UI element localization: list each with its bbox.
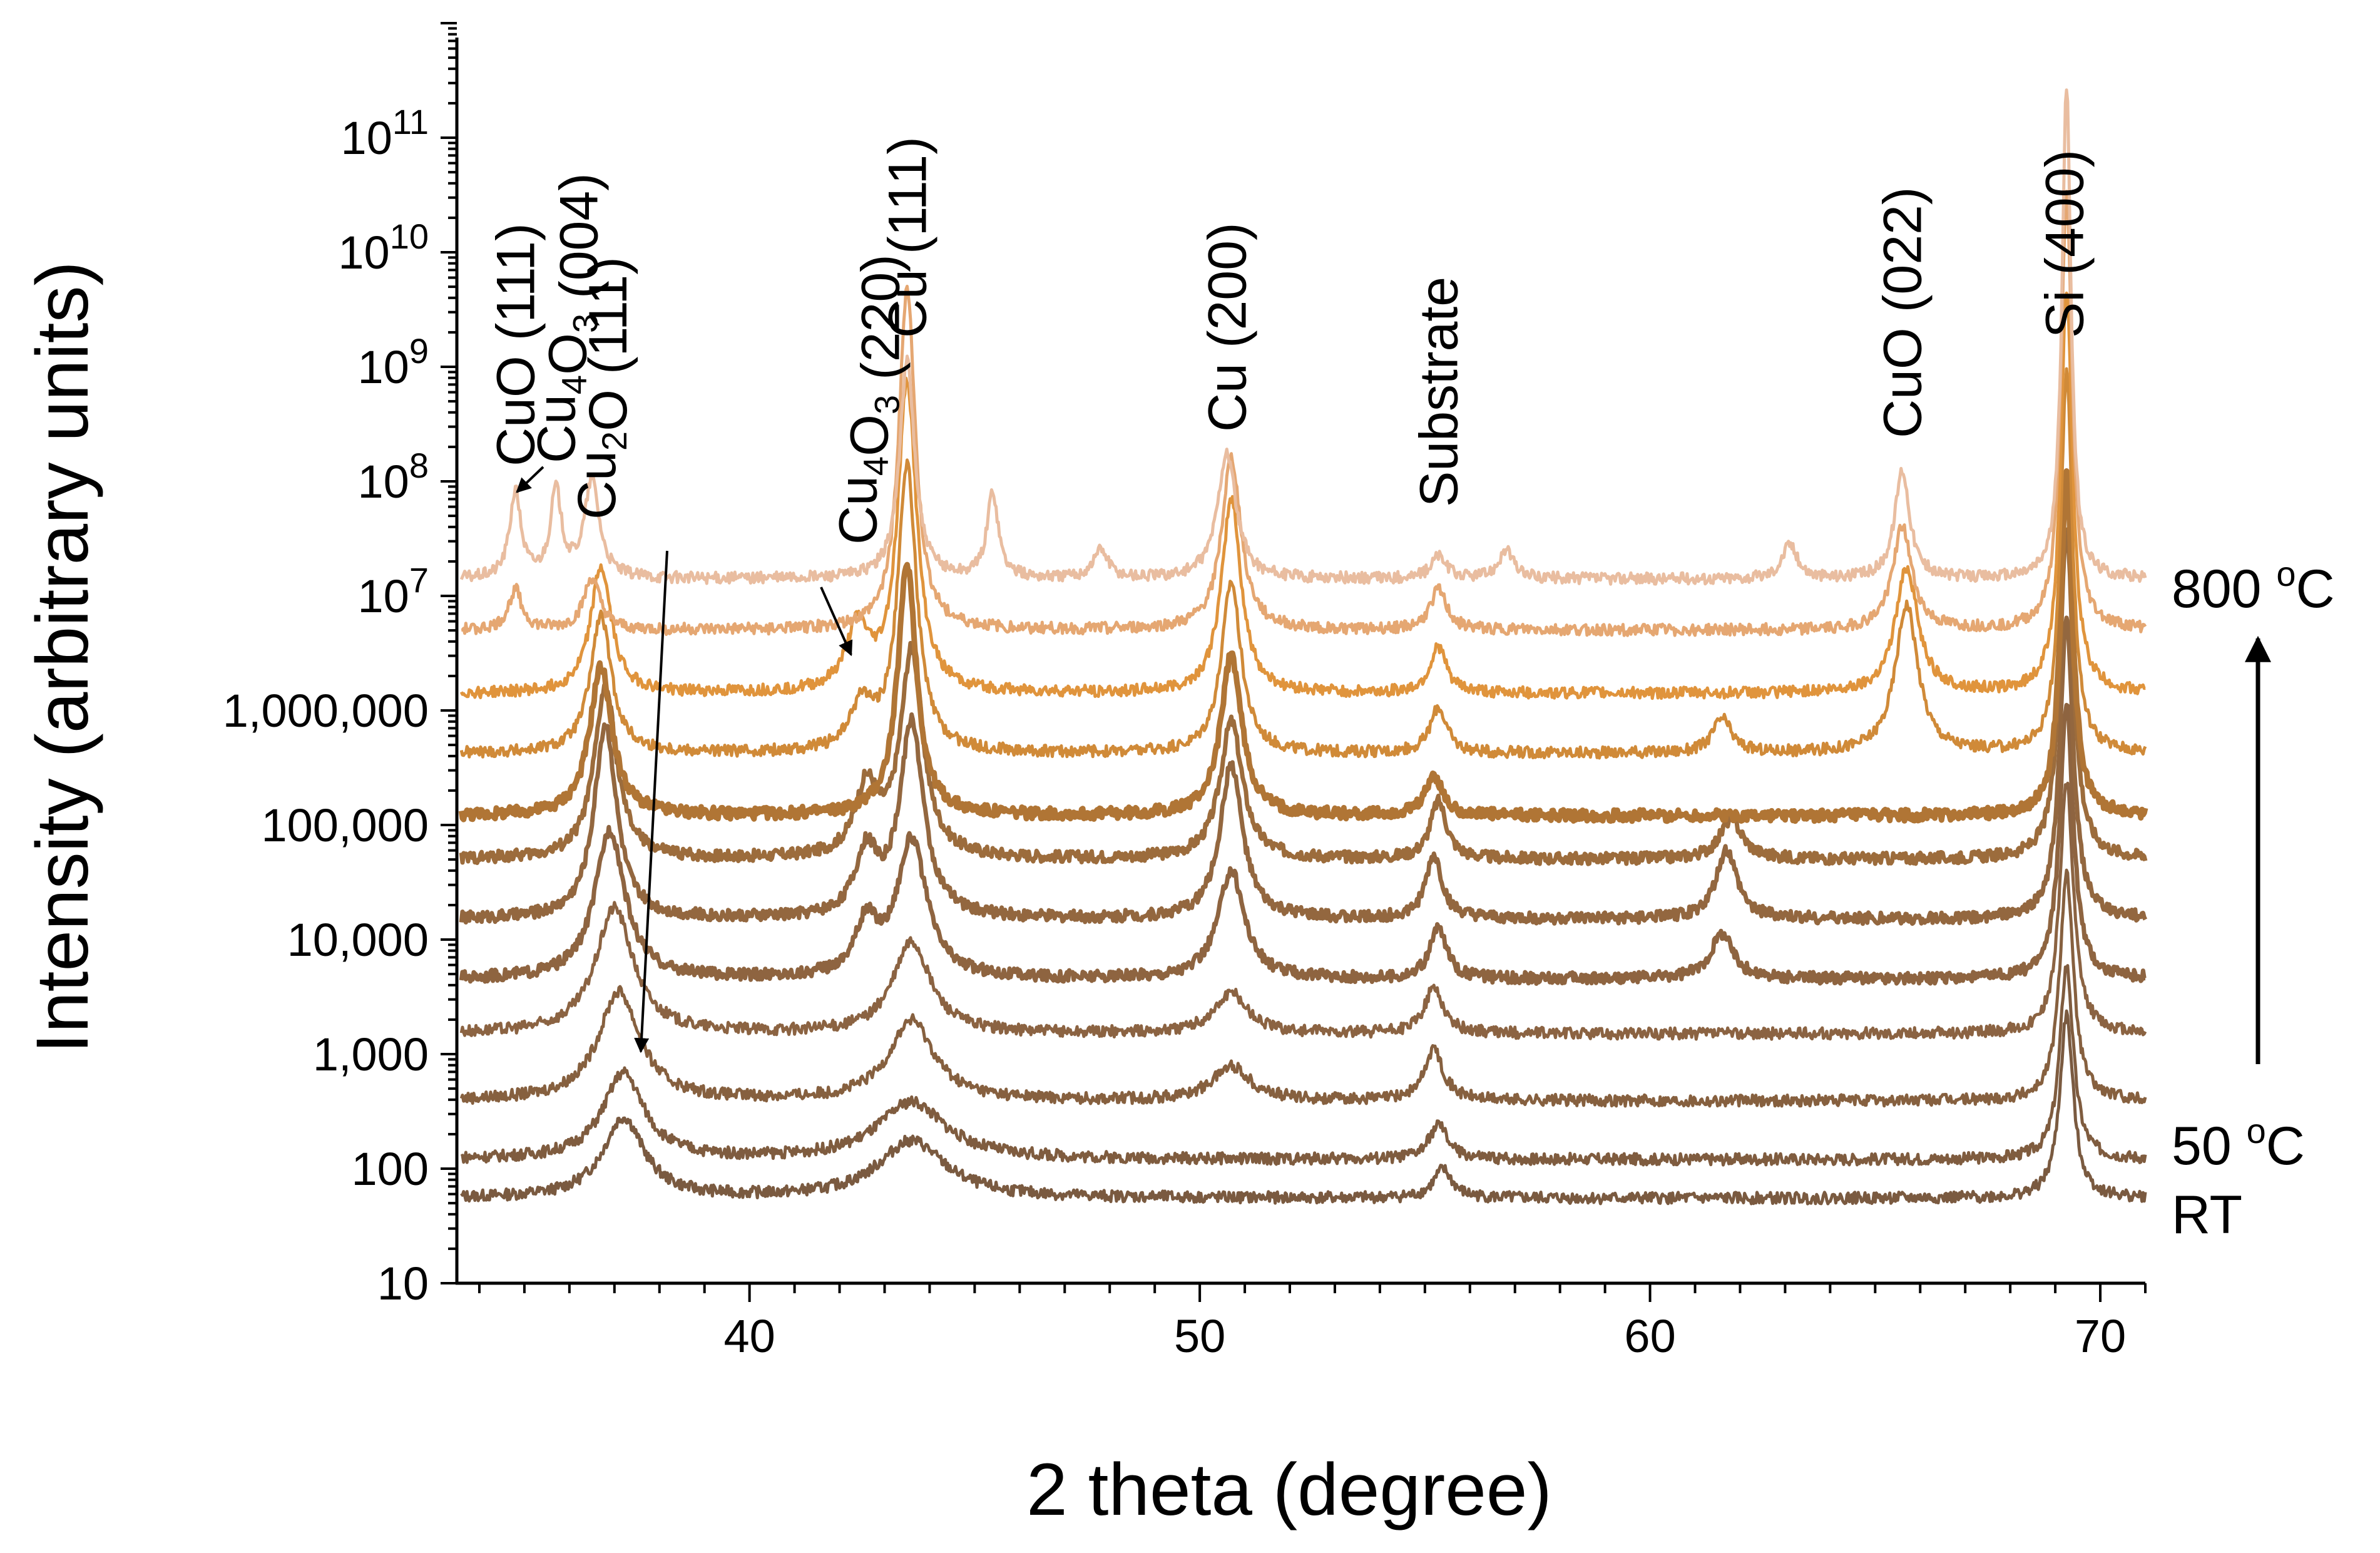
- y-ticks: 10 100 1,000 10,000 100,000 1,000,000 107 108 10…: [223, 22, 457, 1310]
- peak-label: Cu (111): [877, 136, 937, 338]
- peak-label: Substrate: [1409, 277, 1469, 507]
- y-tick-label: 1,000,000: [223, 685, 429, 737]
- series-line: [459, 367, 2147, 760]
- peak-label: Cu4O3 (220): [828, 254, 911, 545]
- peak-label: Cu (200): [1197, 222, 1257, 432]
- series-line: [460, 964, 2147, 1167]
- peak-label: Cu4O3 (004): [526, 173, 609, 463]
- x-tick-label: 60: [1624, 1310, 1675, 1362]
- peak-label: Cu2O (111): [567, 257, 638, 520]
- cuo-annotation-arrow: [516, 466, 544, 493]
- y-tick-label: 1010: [338, 217, 429, 279]
- temp-label-800c: 800 oC: [2172, 554, 2335, 619]
- x-axis-title: 2 theta (degree): [1026, 1448, 1552, 1531]
- y-tick-label: 10,000: [287, 914, 429, 966]
- series-line: [459, 527, 2148, 866]
- x-ticks: 40 50 60 70: [478, 1283, 2147, 1362]
- y-tick-label: 1,000: [313, 1028, 429, 1080]
- y-tick-label: 1011: [341, 102, 429, 164]
- peak-label: CuO (022): [1872, 187, 1933, 439]
- y-tick-label: 108: [358, 446, 429, 508]
- series-line: [460, 1009, 2147, 1206]
- x-tick-label: 70: [2075, 1310, 2126, 1362]
- peak-label: Si (400): [2035, 150, 2095, 338]
- x-tick-label: 50: [1174, 1310, 1225, 1362]
- cu4o3-220-annotation-arrow: [820, 587, 853, 657]
- peak-label: CuO (111): [486, 223, 546, 466]
- y-tick-label: 100: [352, 1143, 429, 1195]
- y-tick-label: 10: [377, 1258, 429, 1310]
- annotation-arrows: [516, 466, 853, 1053]
- series-line: [461, 190, 2147, 637]
- x-tick-label: 40: [723, 1310, 775, 1362]
- series-layer: [458, 88, 2148, 1206]
- series-line: [459, 615, 2148, 926]
- y-axis-title: Intensity (arbitrary units): [21, 261, 104, 1053]
- y-tick-label: 100,000: [262, 799, 429, 851]
- series-line: [459, 702, 2147, 986]
- cu2o-annotation-arrow: [634, 550, 668, 1053]
- axes: [455, 38, 2145, 1285]
- temp-label-rt: RT: [2172, 1185, 2242, 1245]
- series-line: [458, 468, 2148, 824]
- series-line: [459, 291, 2146, 700]
- y-tick-label: 109: [358, 331, 429, 393]
- temp-label-50c: 50 oC: [2172, 1111, 2305, 1176]
- series-line: [459, 781, 2147, 1041]
- y-tick-label: 107: [358, 560, 429, 622]
- series-line: [459, 88, 2147, 586]
- series-line: [459, 868, 2147, 1108]
- peak-labels: CuO (111)Cu4O3 (004)Cu2O (111) Cu4O3 (220…: [486, 136, 2095, 545]
